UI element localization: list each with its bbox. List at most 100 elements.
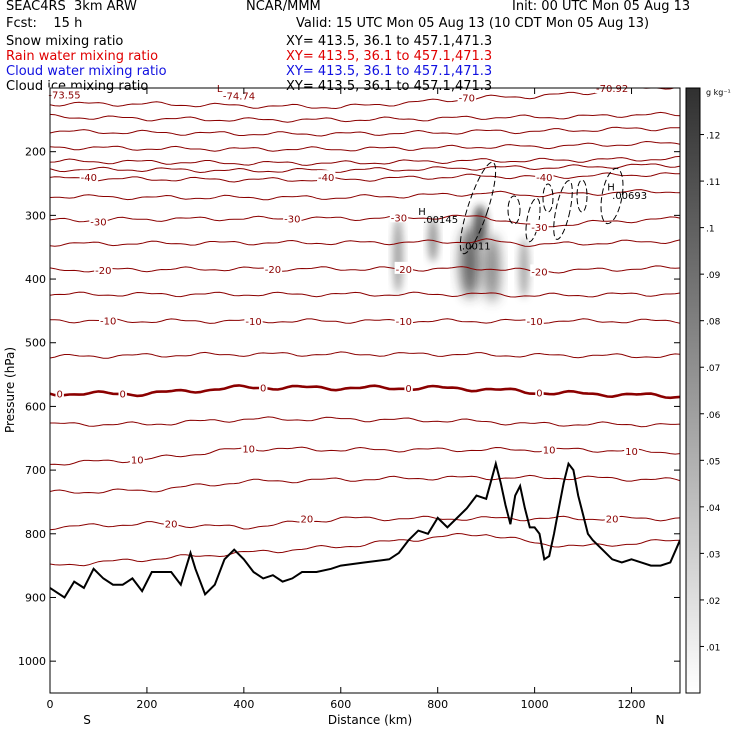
isotherm--40	[50, 172, 680, 183]
contour-label: -73.55	[48, 90, 80, 101]
colorbar-tick-label: .07	[706, 364, 720, 374]
contour-label-bg	[525, 314, 544, 327]
contour-label-bg	[215, 81, 224, 93]
hydrometeor-shading	[393, 205, 529, 302]
colorbar-tick-label: .12	[706, 132, 720, 142]
isotherm-10	[50, 446, 680, 466]
isotherm-25	[50, 532, 680, 567]
contour-label: 20	[165, 520, 178, 531]
contour-label-bg	[94, 263, 113, 276]
contour-label-bg	[241, 441, 257, 454]
contour-label: 10	[543, 446, 556, 457]
y-axis-label: Pressure (hPa)	[3, 347, 17, 433]
colorbar-tick-label: .04	[706, 504, 721, 514]
contour-label: -30	[391, 213, 407, 224]
contour-label: 0	[120, 390, 126, 401]
contour-label: -30	[284, 215, 300, 226]
field-xy-cloud-water: XY= 413.5, 36.1 to 457.1,471.3	[286, 64, 493, 79]
x-tick-label: 1200	[618, 698, 646, 711]
contour-label-bg	[535, 170, 554, 183]
isotherm--45	[50, 163, 680, 174]
contour-label: -40	[81, 173, 97, 184]
contour-label-bg	[389, 210, 409, 223]
y-tick-label: 900	[25, 591, 46, 604]
x-end-left: S	[83, 713, 91, 727]
contour-label-bg	[263, 261, 283, 274]
y-tick-label: 400	[25, 273, 46, 286]
isotherm--5	[50, 351, 680, 359]
maxima-label: H	[607, 183, 615, 194]
contour-label: 10	[625, 447, 638, 458]
contour-label-bg	[530, 264, 549, 277]
center-label: NCAR/MMM	[246, 0, 321, 14]
isotherm--25	[50, 238, 680, 247]
contour-label: 20	[606, 515, 619, 526]
contour-label-bg	[89, 214, 108, 227]
colorbar-tick-label: .06	[706, 411, 721, 421]
colorbar-ramp	[685, 87, 701, 694]
contour-label-bg	[98, 313, 118, 326]
isotherm--15	[50, 291, 680, 298]
isotherm-15	[50, 474, 680, 494]
isotherm--20	[50, 265, 680, 274]
terrain-path	[50, 459, 680, 599]
y-tick-label: 1000	[18, 655, 46, 668]
x-end-right: N	[656, 713, 665, 727]
contour-label-bg	[55, 386, 64, 399]
isotherm-0	[50, 384, 680, 400]
contour-label: 0	[260, 383, 266, 394]
field-label-snow: Snow mixing ratio	[6, 34, 124, 49]
colorbar-tick-label: .01	[706, 643, 720, 653]
init-time: Init: 00 UTC Mon 05 Aug 13	[512, 0, 691, 14]
contour-labels: -73.55 -74.74 -70 -70.92 L -40 -40 -40 -30 -30 -30…	[47, 81, 647, 531]
isotherm--70	[50, 88, 676, 110]
y-tick-label: 300	[25, 209, 46, 222]
y-tick-label: 500	[25, 337, 46, 350]
x-tick-label: 800	[427, 698, 448, 711]
contour-label: -20	[95, 266, 111, 277]
maxima-label: .00693	[612, 191, 647, 202]
contour-label: -40	[536, 173, 552, 184]
colorbar: g kg⁻¹ .01 .02 .03 .04 .05 .06 .07 .08 .09 .1 .11.…	[685, 87, 731, 694]
field-xy-rain: XY= 413.5, 36.1 to 457.1,471.3	[286, 49, 493, 64]
contour-label: 10	[131, 455, 144, 466]
colorbar-tick-label: .03	[706, 550, 720, 560]
y-tick-label: 200	[25, 146, 46, 159]
y-tick-label: 700	[25, 464, 46, 477]
contour-label: -40	[318, 173, 334, 184]
contour-label: -20	[265, 265, 281, 276]
forecast-hour: Fcst: 15 h	[6, 16, 83, 31]
isotherm--60	[50, 126, 680, 137]
isotherm--10	[50, 318, 680, 324]
isotherm--30	[50, 214, 680, 228]
contour-label: -10	[100, 316, 116, 327]
contour-label-bg	[259, 380, 268, 393]
contour-label-bg	[79, 170, 98, 183]
contour-label: -10	[526, 317, 542, 328]
colorbar-tick-label: .09	[706, 271, 721, 281]
x-tick-label: 400	[233, 698, 254, 711]
contour-label: -70.92	[596, 84, 628, 95]
contour-label-bg	[221, 88, 257, 101]
plot-frame	[49, 87, 681, 694]
contour-label-bg	[535, 385, 544, 398]
contour-label-bg	[244, 314, 263, 327]
y-tick-label: 800	[25, 528, 46, 541]
x-tick-label: 200	[136, 698, 157, 711]
contour-label-bg	[129, 452, 145, 465]
contour-label-bg	[604, 511, 620, 524]
contour-label-bg	[457, 90, 476, 103]
isotherm-20	[50, 515, 680, 531]
maxima-label: .00145	[423, 215, 458, 226]
x-tick-label: 0	[47, 698, 54, 711]
contour-label: L	[217, 84, 223, 95]
contour-label: -70	[459, 94, 475, 105]
contour-label-bg	[299, 511, 315, 524]
contour-label: 20	[300, 515, 313, 526]
colorbar-tick-label: .08	[706, 318, 721, 328]
field-label-cloud-water: Cloud water mixing ratio	[6, 64, 167, 79]
contour-label: -30	[531, 223, 547, 234]
isotherm-5	[50, 416, 680, 428]
contour-label-bg	[530, 219, 549, 232]
